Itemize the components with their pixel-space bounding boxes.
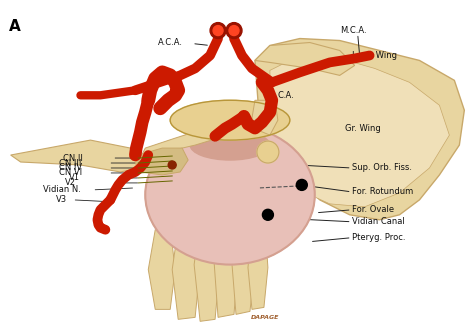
Text: Sup. Orb. Fiss.: Sup. Orb. Fiss. xyxy=(352,164,411,172)
Circle shape xyxy=(226,23,242,38)
Ellipse shape xyxy=(145,125,315,265)
Text: A: A xyxy=(9,19,20,34)
Polygon shape xyxy=(172,225,200,319)
Text: DAPAGE: DAPAGE xyxy=(251,315,279,320)
Text: VR Line: VR Line xyxy=(222,183,254,192)
Circle shape xyxy=(213,26,223,36)
Polygon shape xyxy=(248,224,268,309)
Text: A.C.A.: A.C.A. xyxy=(158,38,183,47)
Text: For. Ovale: For. Ovale xyxy=(352,205,394,214)
Text: Vidian Canal: Vidian Canal xyxy=(352,217,404,226)
Polygon shape xyxy=(252,100,278,135)
Polygon shape xyxy=(11,140,145,172)
Polygon shape xyxy=(140,128,220,158)
Polygon shape xyxy=(148,228,175,309)
Circle shape xyxy=(168,161,176,169)
Text: M.C.A.: M.C.A. xyxy=(340,26,366,35)
Text: Chiasm: Chiasm xyxy=(179,114,213,123)
Text: CN II: CN II xyxy=(63,154,82,163)
Circle shape xyxy=(263,209,273,220)
Ellipse shape xyxy=(190,130,270,160)
Text: Body: Body xyxy=(219,243,241,252)
Circle shape xyxy=(210,23,226,38)
Polygon shape xyxy=(255,38,465,220)
Text: Less. Wing: Less. Wing xyxy=(352,51,397,60)
Circle shape xyxy=(229,26,239,36)
Polygon shape xyxy=(232,218,255,315)
Polygon shape xyxy=(135,148,188,175)
Polygon shape xyxy=(255,42,355,75)
Text: CN VI: CN VI xyxy=(58,168,82,177)
Polygon shape xyxy=(214,218,238,317)
Text: Gr. Wing: Gr. Wing xyxy=(345,124,381,133)
Text: Vidian N.: Vidian N. xyxy=(43,186,81,194)
Text: C.A.: C.A. xyxy=(278,91,295,100)
Text: V1: V1 xyxy=(69,173,80,183)
Text: CN IV: CN IV xyxy=(58,164,82,172)
Ellipse shape xyxy=(257,141,279,163)
Circle shape xyxy=(296,179,307,190)
Polygon shape xyxy=(194,220,220,321)
Text: Pteryg. Proc.: Pteryg. Proc. xyxy=(352,233,405,242)
Polygon shape xyxy=(270,56,449,207)
Text: For. Rotundum: For. Rotundum xyxy=(352,188,413,196)
Ellipse shape xyxy=(170,100,290,140)
Text: V2: V2 xyxy=(64,178,75,188)
Text: V3: V3 xyxy=(55,195,67,204)
Text: CN III: CN III xyxy=(58,159,81,167)
